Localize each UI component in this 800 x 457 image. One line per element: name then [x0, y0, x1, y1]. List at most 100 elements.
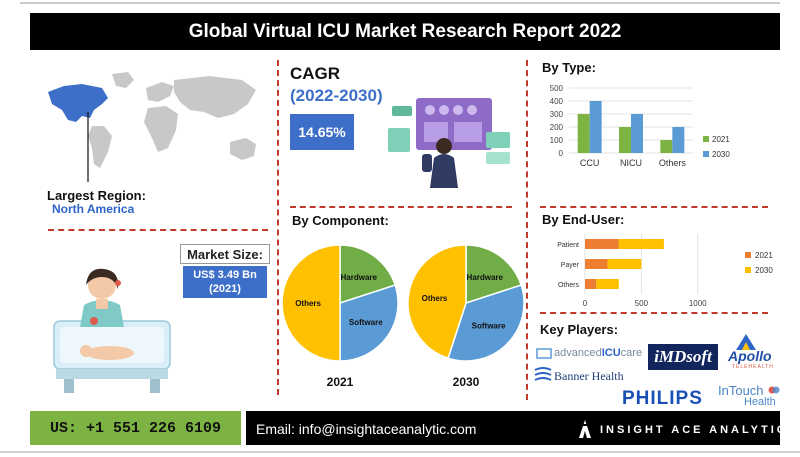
x-tick-label: NICU — [620, 158, 642, 168]
pie-2030-label-others: Others — [422, 294, 448, 303]
x-tick-label: Others — [659, 158, 687, 168]
legend-label-2021: 2021 — [755, 251, 773, 260]
map-north-america — [48, 84, 108, 122]
pie-2021-slice-hardware — [339, 244, 397, 305]
divider-enduser — [540, 312, 768, 314]
pie-2021-slice-software — [339, 284, 399, 362]
pie-2030-label-software: Software — [472, 322, 506, 331]
player-advanced-icu-care: advancedICUcare — [536, 346, 644, 362]
pie-2021-slice-others — [281, 244, 341, 362]
bar-nicu-2021 — [619, 127, 631, 153]
pie-2021-label-hardware: Hardware — [341, 273, 378, 282]
y-tick-label: Patient — [557, 242, 579, 249]
analyst-illustration — [388, 98, 510, 188]
advanced-text: advanced — [554, 347, 602, 359]
divider-left — [277, 60, 279, 395]
divider-type — [540, 206, 768, 208]
y-tick-label: 300 — [550, 110, 564, 119]
y-tick-label: 500 — [550, 84, 564, 93]
bar-payer-2021 — [585, 259, 608, 269]
x-tick-label: CCU — [580, 158, 600, 168]
bar-ccu-2021 — [577, 114, 590, 153]
x-tick-label: 1000 — [689, 299, 707, 308]
y-tick-label: 200 — [550, 123, 564, 132]
player-apollo: Apollo TELEHEALTH — [728, 332, 788, 372]
market-size-value: US$ 3.49 Bn (2021) — [183, 266, 267, 298]
care-text: care — [620, 347, 643, 359]
y-tick-label: Payer — [561, 262, 580, 269]
by-type-title: By Type: — [542, 60, 596, 75]
apollo-sub: TELEHEALTH — [732, 364, 774, 370]
top-fine-print — [0, 0, 800, 10]
by-type-chart: 0 100 200 300 400 500 CCU NICU Others 2021 2030 — [550, 84, 731, 168]
pie-2030-slice-hardware — [465, 244, 523, 305]
market-size-amount: US$ 3.49 Bn — [193, 269, 257, 281]
largest-region-label: Largest Region: — [47, 188, 146, 203]
bar-others-2021 — [585, 279, 597, 289]
x-tick-label: 0 — [583, 299, 588, 308]
y-tick-label: 0 — [559, 149, 564, 158]
map-europe — [146, 82, 174, 102]
intouch-sub: Health — [744, 396, 776, 408]
bar-nicu-2030 — [631, 114, 643, 153]
pie-2030-slice-software — [447, 284, 525, 362]
cagr-label: CAGR — [290, 64, 341, 83]
footer-brand: INSIGHT ACE ANALYTIC — [600, 424, 788, 436]
cagr-value: 14.65% — [290, 114, 354, 150]
bar-others-2030 — [672, 127, 685, 153]
bar-ccu-2030 — [589, 101, 602, 153]
by-component-pies: Hardware Software Others 2021 Hardware Softwa… — [281, 244, 525, 389]
map-asia — [174, 76, 256, 118]
divider-right — [526, 60, 528, 400]
market-size-label: Market Size: — [180, 244, 270, 264]
divider-cagr — [290, 206, 512, 208]
brand-logo-icon — [579, 420, 591, 438]
legend-swatch-2021 — [745, 252, 751, 258]
legend-label-2021: 2021 — [712, 135, 730, 144]
report-title: Global Virtual ICU Market Research Repor… — [30, 13, 780, 50]
legend-label-2030: 2030 — [712, 150, 730, 159]
icu-text: ICU — [601, 347, 621, 359]
pie-2030-slice-others — [407, 244, 467, 360]
banner-logo-icon — [534, 367, 552, 381]
player-banner-health: Banner Health — [534, 366, 644, 386]
bar-payer-2030 — [607, 259, 642, 269]
intouch-name: InTouch — [718, 383, 764, 398]
bar-others-2021 — [660, 140, 673, 153]
legend-swatch-2030 — [745, 267, 751, 273]
pie-2030-label-hardware: Hardware — [467, 273, 504, 282]
x-tick-label: 500 — [635, 299, 649, 308]
by-end-user-chart: 0 500 1000 Patient Payer Others 2021 2030 — [557, 234, 773, 308]
key-players-title: Key Players: — [540, 322, 619, 337]
map-australia — [230, 138, 256, 160]
legend-swatch-2030 — [703, 151, 709, 157]
player-philips: PHILIPS — [622, 388, 703, 409]
player-intouch-health: InTouch Health — [718, 383, 784, 411]
y-tick-label: 100 — [550, 136, 564, 145]
pie-2021-label-others: Others — [295, 299, 321, 308]
intouch-logo-icon — [768, 386, 780, 394]
apollo-logo-icon — [736, 334, 756, 350]
bar-others-2030 — [596, 279, 619, 289]
y-tick-label: 400 — [550, 97, 564, 106]
footer-bar — [246, 411, 780, 445]
banner-name: Banner Health — [554, 369, 624, 383]
nurse-incubator-illustration — [53, 268, 171, 393]
by-component-title: By Component: — [292, 213, 389, 228]
map-africa — [144, 106, 178, 152]
map-south-america — [88, 126, 112, 168]
legend-label-2030: 2030 — [755, 266, 773, 275]
pie-year-label: 2021 — [327, 375, 354, 389]
world-map — [48, 72, 256, 182]
bar-patient-2021 — [585, 239, 619, 249]
map-greenland — [112, 72, 134, 88]
largest-region-value: North America — [52, 202, 135, 216]
apollo-name: Apollo — [728, 348, 772, 364]
y-tick-label: Others — [558, 282, 580, 289]
divider-region — [48, 229, 268, 231]
pie-year-label: 2030 — [453, 375, 480, 389]
footer-email[interactable]: Email: info@insightaceanalytic.com — [256, 421, 477, 437]
cagr-period: (2022-2030) — [290, 86, 383, 105]
by-end-user-title: By End-User: — [542, 212, 625, 227]
